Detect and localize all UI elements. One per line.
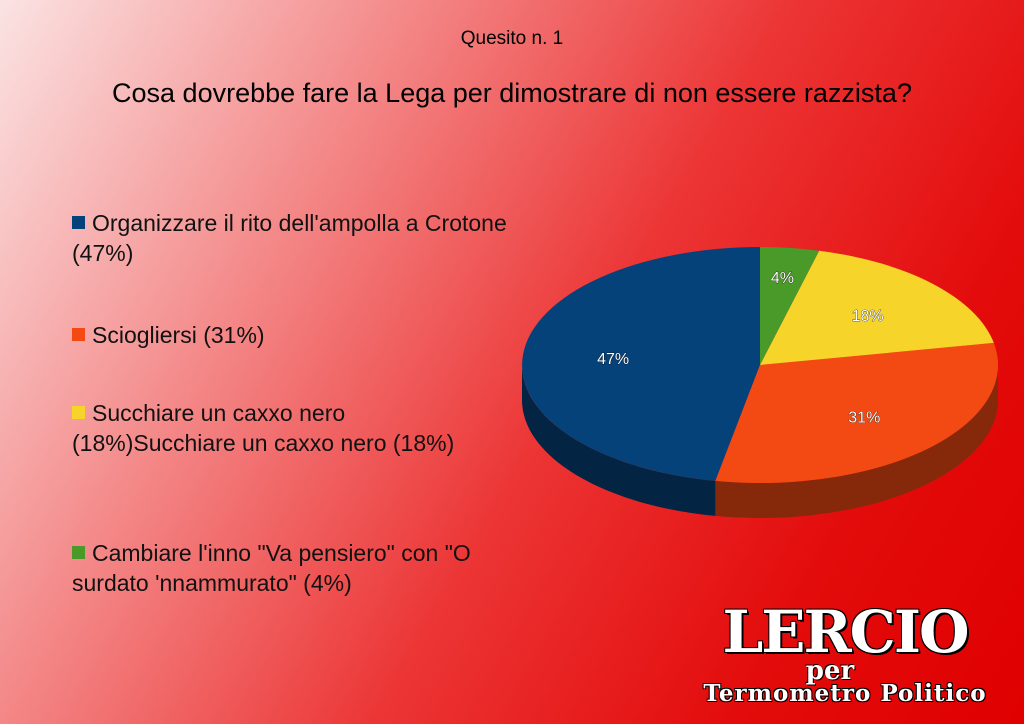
legend-label: Sciogliersi (31%) <box>92 322 265 348</box>
pie-labels: 47% 31% 18% 4% <box>597 270 884 427</box>
legend-swatch-icon <box>72 546 85 559</box>
pie-side-0 <box>522 365 716 516</box>
legend-label: Succhiare un caxxo nero (18%)Succhiare u… <box>72 400 455 456</box>
pie-data-label-3: 4% <box>771 270 794 287</box>
legend-item-succhiare: Succhiare un caxxo nero (18%)Succhiare u… <box>72 398 492 458</box>
pie-data-label-2: 18% <box>852 308 884 325</box>
pie-side-1 <box>715 365 998 518</box>
legend-swatch-icon <box>72 406 85 419</box>
logo-wordmark: LERCIO <box>722 598 969 666</box>
pie-slice-1 <box>715 342 999 483</box>
pie-data-label-0: 47% <box>597 351 629 368</box>
legend-item-inno: Cambiare l'inno "Va pensiero" con "O sur… <box>72 538 512 598</box>
legend-swatch-icon <box>72 216 85 229</box>
legend-item-ampolla: Organizzare il rito dell'ampolla a Croto… <box>72 208 512 268</box>
pie-slice-3 <box>760 247 820 365</box>
logo-subtitle: Termometro Politico <box>703 680 987 707</box>
chart-title: Cosa dovrebbe fare la Lega per dimostrar… <box>112 78 912 108</box>
pie-tops <box>522 247 999 483</box>
legend-label: Organizzare il rito dell'ampolla a Croto… <box>72 210 507 266</box>
pie-sides <box>522 365 998 518</box>
chart-subtitle: Quesito n. 1 <box>460 28 564 49</box>
pie-chart: 47% 31% 18% 4% <box>522 247 999 518</box>
legend-label: Cambiare l'inno "Va pensiero" con "O sur… <box>72 540 471 596</box>
legend-swatch-icon <box>72 328 85 341</box>
pie-data-label-1: 31% <box>848 410 880 427</box>
pie-slice-0 <box>522 247 760 481</box>
lercio-logo: LERCIO per Termometro Politico <box>680 600 1010 715</box>
logo-per: per <box>805 656 855 686</box>
legend-item-sciogliersi: Sciogliersi (31%) <box>72 320 512 350</box>
pie-slice-2 <box>760 250 994 365</box>
